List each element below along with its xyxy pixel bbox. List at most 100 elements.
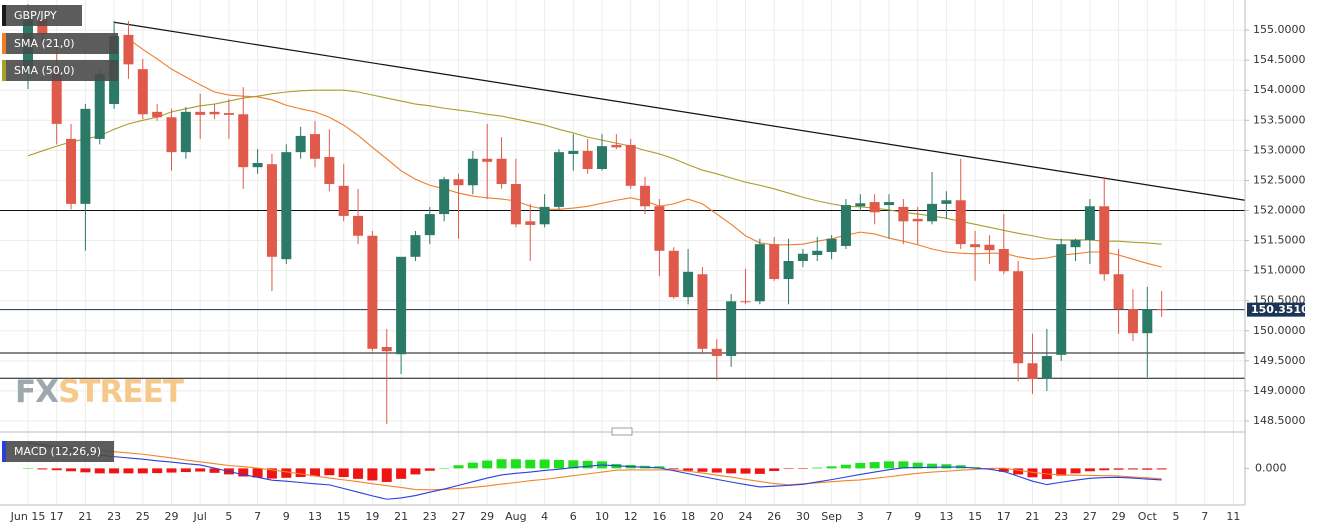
candle-body — [898, 206, 909, 222]
histogram-bar — [1113, 468, 1124, 470]
x-tick-label: Jun 15 — [10, 510, 46, 523]
candle-body — [1142, 309, 1153, 334]
candle-body — [582, 150, 593, 169]
candle-body — [223, 113, 234, 115]
candle-body — [424, 214, 435, 236]
x-tick-label: Sep — [821, 510, 842, 523]
candle-body — [410, 235, 421, 257]
legend-swatch — [2, 33, 6, 54]
y-tick-label: 154.0000 — [1253, 83, 1306, 96]
y-tick-label: 153.0000 — [1253, 143, 1306, 156]
x-tick-label: 23 — [107, 510, 121, 523]
histogram-bar — [582, 460, 593, 469]
candle-body — [711, 348, 722, 357]
histogram-bar — [1070, 468, 1081, 474]
x-tick-label: 7 — [1201, 510, 1208, 523]
histogram-bar — [467, 462, 478, 469]
candle-body — [998, 248, 1009, 272]
x-tick-label: Oct — [1138, 510, 1158, 523]
candle-body — [252, 162, 263, 168]
candle-body — [123, 34, 134, 65]
candle-body — [826, 238, 837, 252]
histogram-bar — [180, 468, 191, 473]
candle-body — [1156, 309, 1167, 311]
candle-body — [238, 114, 249, 168]
histogram-bar — [539, 459, 550, 469]
x-tick-label: 16 — [652, 510, 666, 523]
legend-swatch — [2, 441, 6, 462]
candle-body — [510, 184, 521, 225]
legend-box — [2, 60, 118, 81]
histogram-bar — [884, 461, 894, 469]
y-tick-label: 151.0000 — [1253, 264, 1306, 277]
candle-body — [553, 152, 564, 207]
candle-body — [683, 271, 694, 298]
y-tick-label: 152.0000 — [1253, 203, 1306, 216]
candle-body — [209, 111, 220, 115]
y-tick-label: 149.0000 — [1253, 384, 1306, 397]
histogram-bar — [726, 468, 737, 474]
candle-body — [367, 235, 378, 349]
candle-body — [884, 202, 894, 206]
x-tick-label: 17 — [997, 510, 1011, 523]
x-tick-label: 4 — [541, 510, 548, 523]
y-tick-label: 154.5000 — [1253, 53, 1306, 66]
histogram-bar — [23, 468, 33, 469]
candle-body — [697, 274, 708, 349]
watermark-street: STREET — [58, 374, 184, 410]
y-tick-label: 152.5000 — [1253, 173, 1306, 186]
histogram-bar — [396, 468, 407, 479]
candle-body — [1084, 206, 1095, 240]
x-tick-label: 29 — [480, 510, 494, 523]
candle-body — [94, 73, 105, 139]
x-tick-label: 7 — [886, 510, 893, 523]
candle-body — [496, 158, 507, 185]
x-tick-label: 15 — [337, 510, 351, 523]
legend-box — [2, 5, 82, 26]
candle-body — [137, 69, 148, 115]
legend-box — [2, 33, 118, 54]
candle-body — [66, 138, 77, 204]
candle-body — [467, 158, 478, 186]
x-tick-label: 29 — [1112, 510, 1126, 523]
histogram-bar — [683, 468, 694, 471]
histogram-bar — [367, 468, 378, 481]
histogram-bar — [855, 462, 866, 469]
histogram-bar — [812, 467, 823, 469]
candle-body — [381, 347, 392, 352]
trend-line — [114, 21, 1246, 201]
candle-body — [568, 150, 579, 154]
candle-body — [324, 156, 335, 185]
histogram-bar — [381, 468, 392, 482]
histogram-bar — [66, 468, 77, 472]
candle-body — [941, 200, 952, 204]
histogram-bar — [711, 468, 722, 473]
candle-body — [769, 244, 780, 280]
x-tick-label: 12 — [624, 510, 638, 523]
x-tick-label: 13 — [308, 510, 322, 523]
histogram-bar — [525, 459, 536, 469]
x-tick-label: 27 — [452, 510, 466, 523]
legend-label: SMA (50,0) — [14, 64, 75, 77]
histogram-bar — [238, 468, 249, 477]
histogram-bar — [998, 468, 1009, 472]
candle-body — [281, 152, 292, 260]
candle-body — [726, 301, 737, 357]
last-price-label: 150.3510 — [1251, 303, 1309, 316]
candle-body — [855, 203, 866, 207]
legend-label: MACD (12,26,9) — [14, 445, 101, 458]
histogram-bar — [195, 468, 206, 472]
x-tick-label: 18 — [681, 510, 695, 523]
x-tick-label: 20 — [710, 510, 724, 523]
x-tick-label: 19 — [365, 510, 379, 523]
histogram-bar — [123, 468, 134, 474]
histogram-bar — [1142, 468, 1153, 470]
histogram-bar — [740, 468, 751, 474]
histogram-bar — [898, 461, 909, 469]
histogram-bar — [295, 468, 306, 478]
legend-box — [2, 441, 114, 462]
candle-body — [539, 206, 550, 225]
panel-handle[interactable] — [611, 427, 633, 436]
histogram-bar — [1127, 468, 1138, 470]
